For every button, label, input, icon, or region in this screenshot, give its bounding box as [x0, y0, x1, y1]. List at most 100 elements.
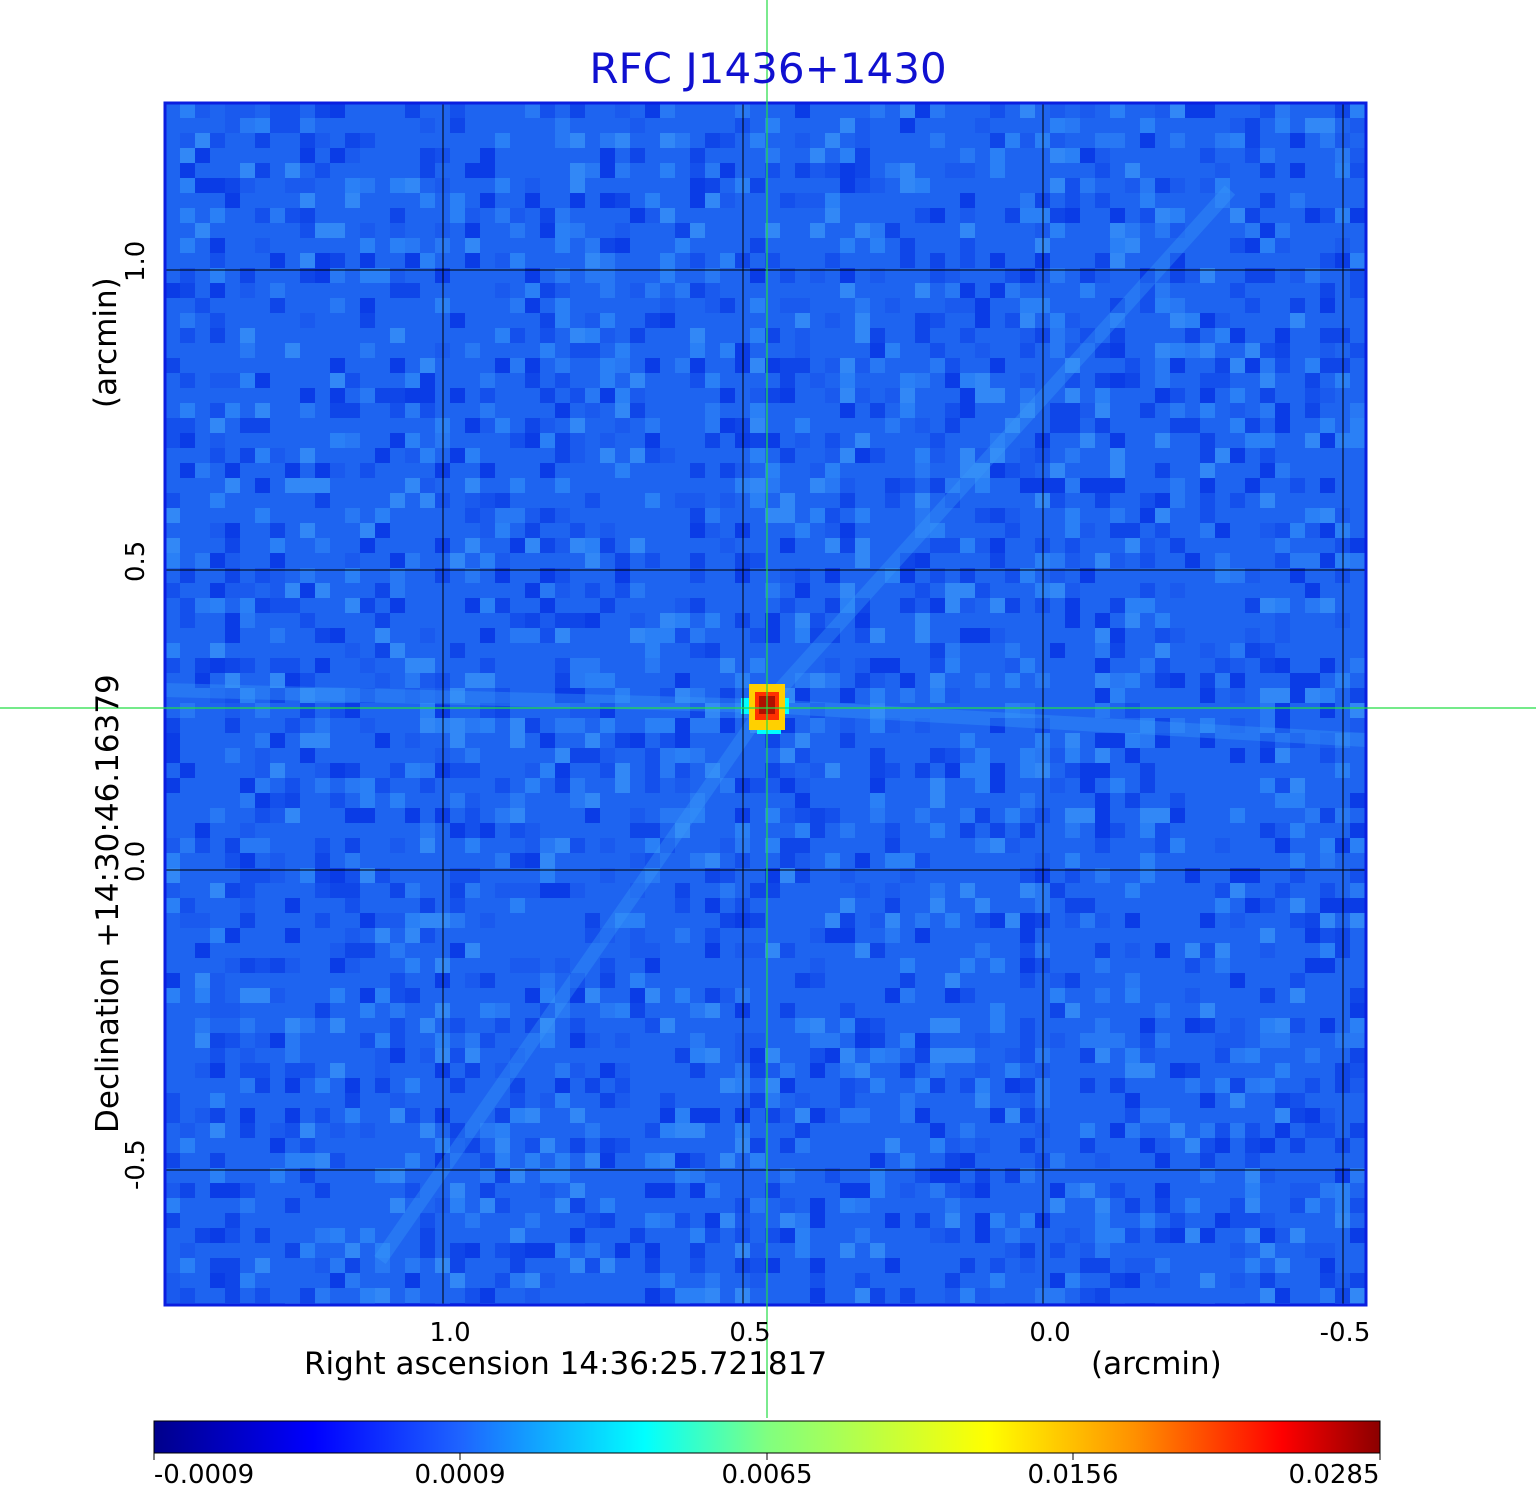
noise-pixel — [300, 673, 315, 688]
noise-pixel — [1230, 1168, 1245, 1183]
noise-pixel — [1260, 523, 1275, 538]
noise-pixel — [540, 988, 555, 1003]
noise-pixel — [390, 388, 405, 403]
noise-pixel — [720, 883, 735, 898]
noise-pixel — [525, 583, 540, 598]
noise-pixel — [405, 388, 420, 403]
noise-pixel — [870, 103, 885, 118]
noise-pixel — [1350, 913, 1365, 928]
noise-pixel — [285, 958, 300, 973]
noise-pixel — [1155, 1003, 1170, 1018]
noise-pixel — [825, 208, 840, 223]
noise-pixel — [1245, 1213, 1260, 1228]
noise-pixel — [1350, 1168, 1365, 1183]
noise-pixel — [1290, 1078, 1305, 1093]
noise-pixel — [1215, 163, 1230, 178]
noise-pixel — [1305, 703, 1320, 718]
noise-pixel — [1140, 1258, 1155, 1273]
noise-pixel — [1065, 148, 1080, 163]
noise-pixel — [480, 628, 495, 643]
noise-pixel — [990, 823, 1005, 838]
noise-pixel — [1290, 778, 1305, 793]
noise-pixel — [480, 823, 495, 838]
noise-pixel — [705, 613, 720, 628]
noise-pixel — [705, 418, 720, 433]
noise-pixel — [795, 118, 810, 133]
noise-pixel — [1065, 418, 1080, 433]
noise-pixel — [945, 973, 960, 988]
noise-pixel — [240, 373, 255, 388]
noise-pixel — [645, 1153, 660, 1168]
noise-pixel — [870, 808, 885, 823]
noise-pixel — [1305, 373, 1320, 388]
noise-pixel — [615, 1063, 630, 1078]
noise-pixel — [795, 823, 810, 838]
noise-pixel — [750, 658, 765, 673]
noise-pixel — [495, 1198, 510, 1213]
noise-pixel — [180, 133, 195, 148]
noise-pixel — [960, 1153, 975, 1168]
noise-pixel — [465, 448, 480, 463]
noise-pixel — [975, 1138, 990, 1153]
noise-pixel — [210, 373, 225, 388]
noise-pixel — [360, 718, 375, 733]
noise-pixel — [165, 973, 180, 988]
noise-pixel — [510, 1168, 525, 1183]
noise-pixel — [525, 688, 540, 703]
noise-pixel — [555, 1123, 570, 1138]
noise-pixel — [1080, 568, 1095, 583]
noise-pixel — [390, 838, 405, 853]
noise-pixel — [930, 1048, 945, 1063]
noise-pixel — [1320, 958, 1335, 973]
noise-pixel — [390, 883, 405, 898]
noise-pixel — [1275, 1228, 1290, 1243]
noise-pixel — [495, 493, 510, 508]
noise-pixel — [315, 628, 330, 643]
noise-pixel — [1020, 463, 1035, 478]
noise-pixel — [225, 613, 240, 628]
noise-pixel — [1230, 388, 1245, 403]
noise-pixel — [540, 238, 555, 253]
noise-pixel — [210, 1153, 225, 1168]
noise-pixel — [1095, 868, 1110, 883]
noise-pixel — [450, 208, 465, 223]
noise-pixel — [390, 988, 405, 1003]
noise-pixel — [330, 118, 345, 133]
noise-pixel — [900, 973, 915, 988]
noise-pixel — [960, 283, 975, 298]
noise-pixel — [690, 1123, 705, 1138]
noise-pixel — [1110, 1033, 1125, 1048]
noise-pixel — [1155, 223, 1170, 238]
noise-pixel — [1305, 523, 1320, 538]
noise-pixel — [165, 553, 180, 568]
noise-pixel — [930, 823, 945, 838]
noise-pixel — [675, 523, 690, 538]
streak-line — [164, 683, 766, 713]
noise-pixel — [1260, 1138, 1275, 1153]
noise-pixel — [510, 1243, 525, 1258]
noise-pixel — [1275, 748, 1290, 763]
noise-pixel — [525, 883, 540, 898]
noise-pixel — [495, 808, 510, 823]
noise-pixel — [1170, 1213, 1185, 1228]
noise-pixel — [1215, 958, 1230, 973]
noise-pixel — [990, 448, 1005, 463]
noise-pixel — [210, 1048, 225, 1063]
noise-pixel — [210, 988, 225, 1003]
noise-pixel — [390, 583, 405, 598]
noise-pixel — [990, 1108, 1005, 1123]
noise-pixel — [690, 223, 705, 238]
noise-pixel — [675, 493, 690, 508]
noise-pixel — [1260, 988, 1275, 1003]
noise-pixel — [240, 583, 255, 598]
noise-pixel — [1260, 643, 1275, 658]
noise-pixel — [780, 1003, 795, 1018]
noise-pixel — [255, 733, 270, 748]
noise-pixel — [555, 613, 570, 628]
noise-pixel — [210, 1228, 225, 1243]
noise-pixel — [240, 913, 255, 928]
noise-pixel — [450, 1258, 465, 1273]
noise-pixel — [720, 118, 735, 133]
noise-pixel — [675, 1288, 690, 1303]
noise-pixel — [630, 943, 645, 958]
